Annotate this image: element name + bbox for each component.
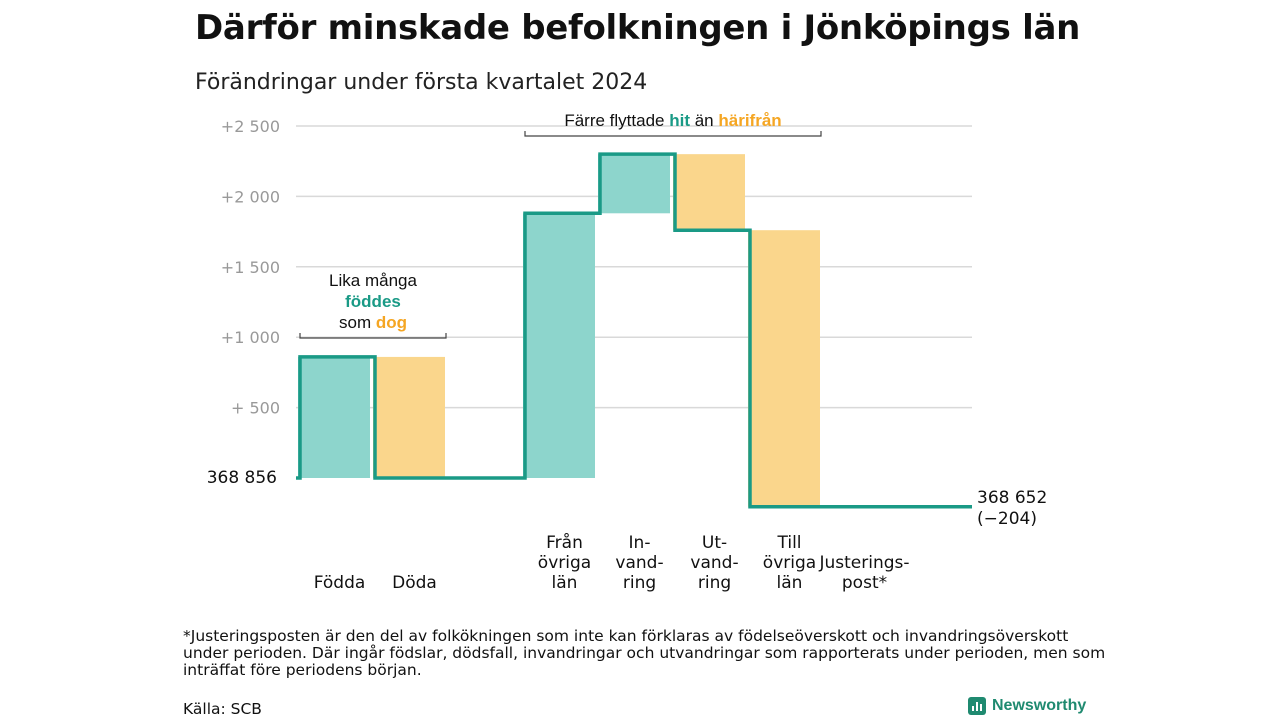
category-label: övriga	[538, 553, 591, 573]
category-label: län	[552, 573, 578, 593]
annotation-text: föddes	[345, 292, 401, 311]
inflow-bar	[598, 154, 670, 214]
inflow-bar	[298, 356, 370, 478]
annotation-bracket	[299, 333, 447, 339]
brand-logo: Newsworthy	[968, 697, 1086, 715]
y-tick-label: +2 000	[221, 187, 280, 206]
y-tick-label: + 500	[231, 399, 280, 418]
category-label: län	[777, 573, 803, 593]
annotation-span: föddes	[345, 292, 401, 311]
bar-chart-logo-icon	[968, 697, 986, 715]
outflow-bar	[673, 154, 745, 231]
category-label: ring	[698, 573, 731, 593]
brand-name: Newsworthy	[992, 697, 1087, 714]
y-tick-label: +1 000	[221, 328, 280, 347]
category-label: vand-	[615, 553, 663, 573]
category-label: vand-	[690, 553, 738, 573]
annotation-text: som dog	[339, 313, 407, 332]
end-value-label: 368 652	[977, 488, 1047, 508]
end-change-label: (−204)	[977, 509, 1037, 529]
annotation-text: Färre flyttade hit än härifrån	[564, 111, 781, 130]
category-label: Döda	[392, 573, 437, 593]
chart-title: Därför minskade befolkningen i Jönköping…	[195, 8, 1080, 48]
baseline-label: 368 856	[207, 468, 277, 488]
annotation-span: än	[690, 111, 718, 130]
annotation-span: härifrån	[718, 111, 781, 130]
annotation-span: Lika många	[329, 271, 417, 290]
annotation-bracket	[524, 131, 822, 137]
y-tick-label: +1 500	[221, 258, 280, 277]
annotation-span: dog	[376, 313, 407, 332]
outflow-bar	[373, 356, 445, 478]
cumulative-line	[296, 152, 972, 509]
category-label: Från	[546, 532, 583, 553]
footnote: *Justeringsposten är den del av folkökni…	[183, 627, 1106, 679]
category-label: Födda	[314, 573, 366, 593]
y-tick-label: +2 500	[221, 117, 280, 136]
category-label: post*	[842, 573, 887, 593]
category-label: ring	[623, 573, 656, 593]
category-label: In-	[629, 533, 651, 553]
inflow-bar	[523, 213, 595, 478]
annotation-span: hit	[669, 111, 690, 130]
category-label: Till	[776, 533, 801, 553]
annotation-span: som	[339, 313, 376, 332]
category-label: övriga	[763, 553, 816, 573]
category-label: Ut-	[702, 533, 727, 553]
outflow-bar	[748, 230, 820, 507]
category-label: Justerings-	[818, 553, 909, 573]
annotation-text: Lika många	[329, 271, 417, 290]
chart-subtitle: Förändringar under första kvartalet 2024	[195, 70, 648, 95]
source-credit: Källa: SCB	[183, 700, 262, 718]
annotation-span: Färre flyttade	[564, 111, 669, 130]
